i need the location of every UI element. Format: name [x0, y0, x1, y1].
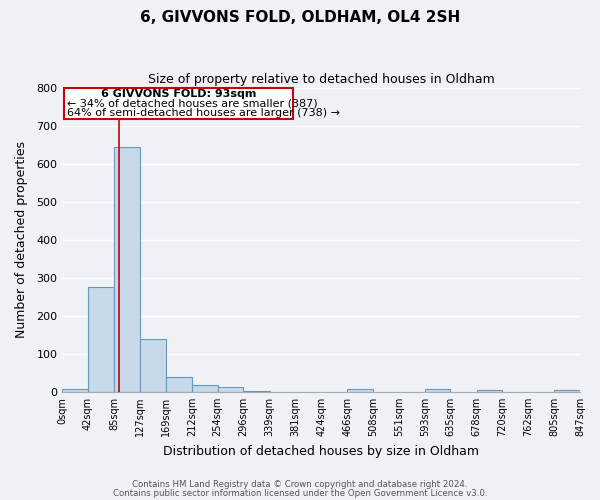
Y-axis label: Number of detached properties: Number of detached properties: [15, 142, 28, 338]
X-axis label: Distribution of detached houses by size in Oldham: Distribution of detached houses by size …: [163, 444, 479, 458]
Bar: [243, 391, 269, 392]
Bar: [218, 388, 243, 392]
Bar: [62, 389, 88, 392]
Bar: [114, 147, 140, 392]
Bar: [88, 288, 114, 392]
Text: 64% of semi-detached houses are larger (738) →: 64% of semi-detached houses are larger (…: [67, 108, 340, 118]
FancyBboxPatch shape: [64, 88, 293, 119]
Text: 6, GIVVONS FOLD, OLDHAM, OL4 2SH: 6, GIVVONS FOLD, OLDHAM, OL4 2SH: [140, 10, 460, 25]
Bar: [477, 390, 502, 392]
Title: Size of property relative to detached houses in Oldham: Size of property relative to detached ho…: [148, 72, 494, 86]
Text: ← 34% of detached houses are smaller (387): ← 34% of detached houses are smaller (38…: [67, 98, 318, 108]
Text: 6 GIVVONS FOLD: 93sqm: 6 GIVVONS FOLD: 93sqm: [101, 88, 256, 99]
Text: Contains HM Land Registry data © Crown copyright and database right 2024.: Contains HM Land Registry data © Crown c…: [132, 480, 468, 489]
Bar: [166, 378, 192, 392]
Bar: [347, 389, 373, 392]
Bar: [554, 390, 580, 392]
Bar: [425, 390, 451, 392]
Bar: [140, 339, 166, 392]
Text: Contains public sector information licensed under the Open Government Licence v3: Contains public sector information licen…: [113, 488, 487, 498]
Bar: [192, 385, 218, 392]
